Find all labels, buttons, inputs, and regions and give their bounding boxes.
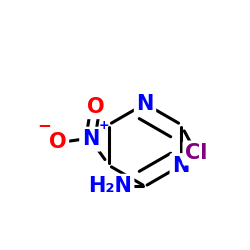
Text: O: O (86, 97, 104, 117)
Text: N: N (82, 129, 99, 149)
Text: −: − (37, 116, 51, 134)
Text: Cl: Cl (185, 143, 207, 163)
Text: N: N (136, 94, 154, 114)
Text: +: + (99, 119, 110, 132)
Text: O: O (49, 132, 67, 152)
Text: H₂N: H₂N (88, 176, 132, 196)
Text: N: N (172, 156, 190, 176)
